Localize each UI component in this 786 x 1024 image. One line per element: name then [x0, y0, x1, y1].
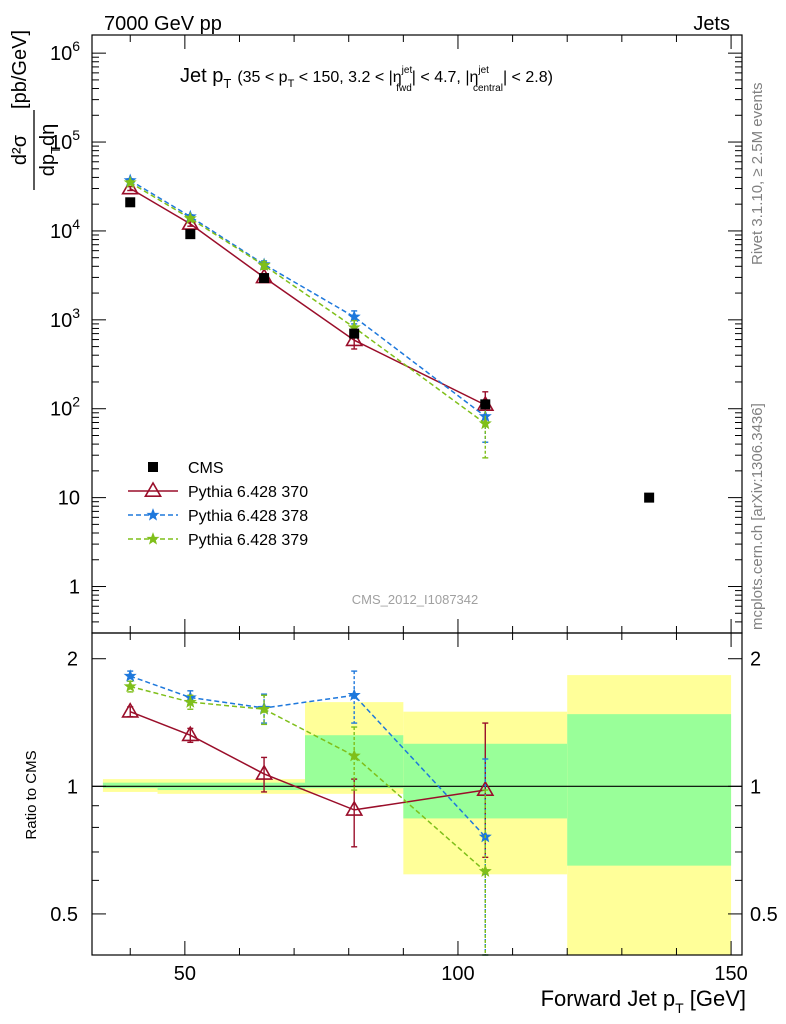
ratio-point-pythia-378 — [347, 688, 361, 701]
point-pythia-370 — [345, 330, 364, 347]
svg-text:d²σ: d²σ — [9, 134, 31, 165]
y-axis-label-top: d²σ dpTdη [pb/GeV] — [9, 30, 63, 190]
point-pythia-379 — [183, 211, 197, 225]
point-cms — [259, 273, 270, 284]
rivet-label: Rivet 3.1.10, ≥ 2.5M events — [749, 83, 766, 266]
ratio-point-pythia-379 — [123, 679, 137, 692]
point-pythia-379 — [123, 175, 137, 189]
point-pythia-370 — [181, 214, 200, 230]
point-pythia-378 — [347, 310, 361, 323]
legend-label-pythia-370: Pythia 6.428 370 — [188, 484, 308, 501]
uncertainty-band-inner — [102, 782, 158, 789]
ratio-point-pythia-370 — [121, 702, 140, 718]
chart-title: Jet pT (35 < pT < 150, 3.2 < |ηjet fwd| < … — [180, 65, 553, 94]
legend-marker-cms — [148, 462, 158, 472]
legend: CMS Pythia 6.428 370 Pythia 6.428 378 Pythi… — [128, 460, 308, 549]
ratio-point-pythia-379 — [257, 702, 271, 715]
point-cms — [185, 229, 196, 240]
ratio-plot: 2 2 1 1 0.5 0.5 50 100 150 — [50, 633, 778, 985]
legend-label-cms: CMS — [188, 460, 224, 477]
ratio-y-tick-label-left: 0.5 — [50, 904, 78, 926]
ratio-point-pythia-370 — [181, 725, 200, 742]
x-axis-label: Forward Jet pT [GeV] — [541, 986, 746, 1016]
y-tick-label: 1 — [69, 577, 80, 599]
header-right: Jets — [693, 13, 730, 35]
svg-text:dpTdη: dpTdη — [37, 124, 63, 176]
legend-label-pythia-378: Pythia 6.428 378 — [188, 508, 308, 525]
point-cms — [480, 399, 491, 410]
ratio-y-tick-label-right: 2 — [750, 649, 761, 671]
y-tick-label: 10 — [58, 488, 80, 510]
point-cms — [125, 197, 136, 208]
legend-marker-pythia-379 — [146, 532, 160, 545]
x-tick-label: 150 — [714, 963, 747, 985]
analysis-watermark: CMS_2012_I1087342 — [352, 592, 479, 607]
y-tick-label: 106 — [50, 38, 80, 65]
y-tick-label: 103 — [50, 305, 80, 332]
x-tick-label: 100 — [441, 963, 474, 985]
ratio-point-pythia-379 — [347, 749, 361, 762]
y-tick-label: 104 — [50, 216, 80, 243]
point-cms — [644, 492, 655, 503]
series-line-pythia-379 — [129, 181, 486, 425]
series-line-pythia-378 — [129, 179, 486, 417]
ratio-point-pythia-379 — [183, 695, 197, 708]
header-left: 7000 GeV pp — [104, 13, 222, 35]
svg-text:[pb/GeV]: [pb/GeV] — [9, 30, 31, 109]
point-cms — [349, 328, 360, 339]
y-axis-label-ratio: Ratio to CMS — [23, 750, 40, 839]
legend-marker-pythia-370 — [144, 481, 162, 498]
legend-label-pythia-379: Pythia 6.428 379 — [188, 532, 308, 549]
ratio-point-pythia-378 — [123, 669, 137, 682]
ratio-point-pythia-379 — [478, 864, 492, 877]
x-tick-label: 50 — [174, 963, 196, 985]
point-pythia-379 — [478, 416, 492, 430]
y-tick-label: 105 — [50, 127, 80, 154]
ratio-point-pythia-370 — [255, 764, 274, 780]
ratio-point-pythia-370 — [345, 800, 364, 816]
point-pythia-379 — [257, 258, 271, 271]
series-line-pythia-370 — [129, 187, 486, 406]
mcplots-label: mcplots.cern.ch [arXiv:1306.3436] — [749, 403, 766, 630]
uncertainty-band-inner — [567, 714, 732, 866]
legend-marker-pythia-378 — [146, 508, 160, 521]
y-tick-label: 102 — [50, 394, 80, 421]
ratio-y-tick-label-right: 0.5 — [750, 904, 778, 926]
ratio-y-tick-label-left: 2 — [67, 649, 78, 671]
ratio-y-tick-label-left: 1 — [67, 776, 78, 798]
ratio-y-tick-label-right: 1 — [750, 776, 761, 798]
ratio-plot-frame — [91, 632, 743, 956]
